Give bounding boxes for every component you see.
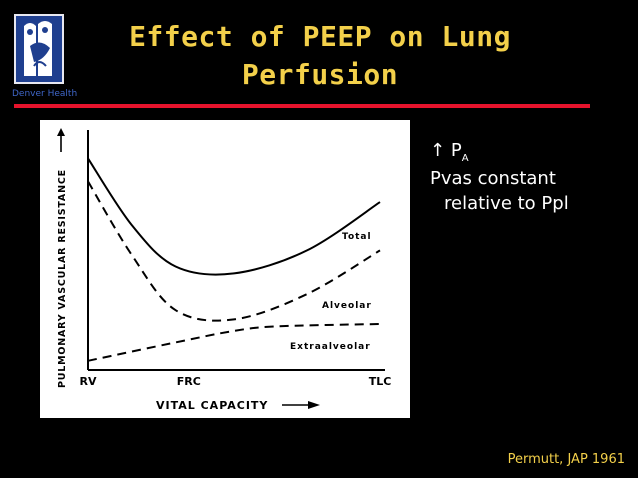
bullet-pvas-line2: relative to Ppl — [444, 193, 569, 214]
slide-title: Effect of PEEP on Lung Perfusion — [110, 18, 530, 94]
chart-figure: PULMONARY VASCULAR RESISTANCE RV FRC TLC… — [40, 120, 410, 418]
logo-caption: Denver Health — [12, 89, 78, 99]
bullet-pa: ↑ PA — [430, 138, 569, 166]
pvr-chart: PULMONARY VASCULAR RESISTANCE RV FRC TLC… — [57, 128, 392, 412]
x-axis-label: VITAL CAPACITY — [156, 399, 268, 412]
y-axis-arrow-head — [57, 128, 65, 136]
x-tick-rv: RV — [80, 375, 97, 388]
bullet-pa-main: P — [450, 140, 462, 161]
title-line-2: Perfusion — [241, 58, 399, 91]
bullet-list: ↑ PA Pvas constant relative to Ppl — [430, 138, 569, 216]
x-tick-frc: FRC — [177, 375, 201, 388]
curves-layer — [87, 157, 381, 362]
y-axis-label: PULMONARY VASCULAR RESISTANCE — [57, 169, 68, 388]
total-curve — [87, 157, 381, 276]
series-label-extraalveolar: Extraalveolar — [290, 342, 371, 352]
alveolar-curve — [87, 180, 381, 322]
denver-health-logo — [14, 14, 64, 84]
series-label-total: Total — [342, 232, 372, 242]
family-figures-icon — [24, 21, 52, 76]
x-axis-arrow-head — [308, 401, 320, 409]
citation: Permutt, JAP 1961 — [507, 452, 625, 467]
title-divider — [14, 104, 590, 108]
bullet-pa-subscript: A — [461, 153, 469, 164]
up-arrow-icon: ↑ — [430, 140, 446, 161]
title-line-1: Effect of PEEP on Lung — [129, 20, 511, 53]
x-tick-tlc: TLC — [369, 375, 392, 388]
bullet-pvas-line1: Pvas constant — [430, 168, 556, 189]
series-label-alveolar: Alveolar — [322, 301, 372, 311]
